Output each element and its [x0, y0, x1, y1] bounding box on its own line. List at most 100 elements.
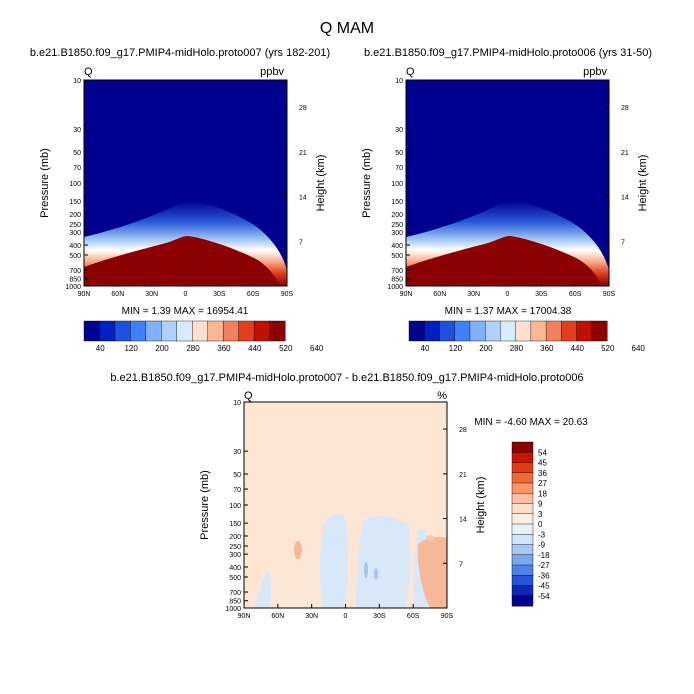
x-tick-label: 90S	[281, 291, 294, 298]
panel-title: b.e21.B1850.f09_g17.PMIP4-midHolo.proto0…	[30, 47, 330, 59]
colorbar-label: -27	[538, 561, 550, 570]
plot-area	[83, 79, 288, 287]
corner-left-label: Q	[84, 66, 93, 78]
figure-title: Q MAM	[320, 20, 374, 37]
right-tick-label: 7	[621, 239, 625, 246]
colorbar-label: -45	[538, 582, 550, 591]
y-tick-label: 70	[73, 165, 81, 172]
y-tick-label: 150	[229, 521, 241, 528]
colorbar-swatch	[545, 320, 562, 342]
colorbar-label: 27	[538, 479, 547, 488]
y-tick-label: 250	[229, 544, 241, 551]
y-tick-label: 1000	[225, 606, 241, 613]
y-tick-label: 30	[233, 449, 241, 456]
colorbar-swatch	[511, 523, 534, 535]
positive-anomaly-region	[426, 535, 434, 541]
y-tick-label: 50	[73, 150, 81, 157]
colorbar-label: 440	[571, 344, 585, 353]
x-tick-label: 90N	[238, 613, 251, 620]
colorbar-label: 36	[538, 469, 547, 478]
right-axis-label: Height (km)	[637, 155, 649, 212]
x-tick-label: 60N	[271, 613, 284, 620]
colorbar: 40 120 200 280 360 440 520 640	[83, 320, 324, 353]
colorbar-label: -54	[538, 592, 550, 601]
colorbar-swatch	[484, 320, 501, 342]
y-tick-label: 200	[391, 212, 403, 219]
negative-anomaly-region	[320, 514, 348, 608]
right-tick-label: 7	[459, 561, 463, 568]
corner-left-label: Q	[244, 390, 253, 402]
colorbar-swatch	[99, 320, 116, 342]
y-tick-label: 200	[229, 534, 241, 541]
colorbar-swatch	[439, 320, 456, 342]
colorbar-swatch	[511, 472, 534, 484]
x-tick-label: 30N	[467, 291, 480, 298]
colorbar-swatch	[469, 320, 486, 342]
y-tick-label: 700	[229, 590, 241, 597]
colorbar-label: -9	[538, 541, 546, 550]
right-tick-label: 14	[299, 195, 307, 202]
colorbar-swatch	[561, 320, 578, 342]
positive-anomaly-region	[294, 541, 302, 559]
colorbar-label: 360	[540, 344, 554, 353]
y-axis-label: Pressure (mb)	[361, 148, 373, 218]
y-tick-label: 300	[69, 230, 81, 237]
x-tick-label: 60S	[407, 613, 420, 620]
colorbar-swatch	[511, 585, 534, 597]
right-tick-label: 28	[621, 105, 629, 112]
stats-label: MIN = 1.37 MAX = 17004.38	[445, 306, 572, 317]
colorbar-swatch	[511, 513, 534, 525]
colorbar-swatch	[511, 554, 534, 566]
colorbar-label: 54	[538, 448, 547, 457]
x-tick-label: 0	[184, 291, 188, 298]
units-label: ppbv	[260, 66, 284, 78]
x-tick-label: 30S	[213, 291, 226, 298]
stats-label: MIN = -4.60 MAX = 20.63	[474, 417, 588, 428]
y-tick-label: 100	[229, 503, 241, 510]
y-tick-label: 300	[229, 552, 241, 559]
y-tick-label: 700	[391, 268, 403, 275]
x-tick-label: 60S	[569, 291, 582, 298]
y-tick-label: 200	[69, 212, 81, 219]
colorbar-swatch	[511, 564, 534, 576]
y-tick-label: 400	[229, 565, 241, 572]
colorbar: 40 120 200 280 360 440 520 640	[408, 320, 645, 353]
colorbar-swatch	[511, 452, 534, 464]
y-tick-label: 100	[69, 181, 81, 188]
x-tick-label: 30N	[305, 613, 318, 620]
colorbar-swatch	[145, 320, 162, 342]
right-tick-label: 14	[621, 195, 629, 202]
y-tick-label: 10	[395, 78, 403, 85]
negative-anomaly-core	[374, 568, 378, 580]
panel-proto007: b.e21.B1850.f09_g17.PMIP4-midHolo.proto0…	[30, 47, 330, 353]
y-tick-label: 50	[395, 150, 403, 157]
units-label: ppbv	[583, 66, 607, 78]
colorbar-swatch	[591, 320, 608, 342]
colorbar-swatch	[511, 534, 534, 546]
colorbar-swatch	[192, 320, 209, 342]
colorbar-label: 520	[601, 344, 615, 353]
colorbar-swatch	[454, 320, 471, 342]
panel-proto006: b.e21.B1850.f09_g17.PMIP4-midHolo.proto0…	[361, 47, 652, 353]
negative-anomaly-core	[364, 562, 368, 578]
colorbar-swatch	[511, 462, 534, 474]
x-tick-label: 30N	[145, 291, 158, 298]
x-tick-label: 60S	[247, 291, 260, 298]
colorbar-label: 520	[279, 344, 293, 353]
x-tick-label: 90S	[441, 613, 454, 620]
colorbar-label: 40	[96, 344, 105, 353]
colorbar-swatch	[515, 320, 532, 342]
right-tick-label: 28	[299, 105, 307, 112]
y-tick-label: 70	[233, 487, 241, 494]
colorbar-swatch	[176, 320, 193, 342]
stats-label: MIN = 1.39 MAX = 16954.41	[122, 306, 249, 317]
y-axis-label: Pressure (mb)	[39, 148, 51, 218]
y-tick-label: 1000	[387, 284, 403, 291]
colorbar-swatch	[114, 320, 131, 342]
colorbar-swatch	[222, 320, 240, 342]
colorbar-swatch	[511, 441, 534, 453]
colorbar-label: 440	[248, 344, 262, 353]
y-tick-label: 10	[73, 78, 81, 85]
